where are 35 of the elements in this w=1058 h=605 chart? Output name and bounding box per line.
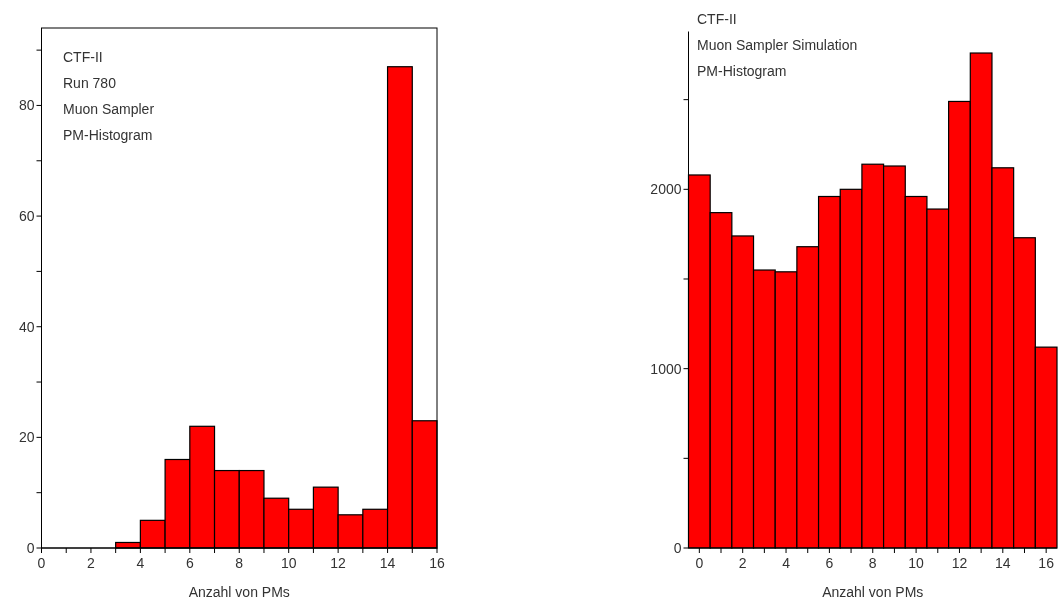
x-tick-label: 10: [280, 555, 297, 571]
y-tick-label: 1000: [650, 360, 682, 377]
x-tick-label: 10: [908, 555, 925, 571]
x-tick-label: 6: [185, 555, 194, 571]
y-tick-label: 2000: [650, 181, 682, 198]
x-tick-label: 16: [429, 555, 445, 571]
annotation: Run 780: [63, 75, 117, 91]
x-tick-label: 8: [868, 555, 877, 571]
x-tick-label: 12: [330, 555, 347, 571]
x-tick-label: 14: [995, 555, 1011, 571]
annotation: CTF-II: [63, 49, 103, 65]
text: CTF-II: [697, 11, 737, 27]
y-tick-label: 0: [26, 539, 35, 556]
x-axis-title: Anzahl von PMs: [188, 584, 290, 600]
x-axis-title: Anzahl von PMs: [822, 584, 924, 600]
x-tick-label: 8: [235, 555, 244, 571]
x-tick-label: 12: [951, 555, 968, 571]
annotation: Muon Sampler: [63, 101, 155, 117]
x-tick-label: 6: [825, 555, 834, 571]
x-tick-label: 4: [136, 555, 145, 571]
annotation: PM-Histogram: [63, 127, 153, 143]
x-tick-label: 16: [1038, 555, 1055, 571]
annotation: Muon Sampler Simulation: [697, 37, 858, 53]
y-tick-label: 80: [18, 97, 35, 114]
x-tick-label: 0: [37, 555, 46, 571]
x-tick-label: 2: [87, 555, 96, 571]
y-tick-label: 60: [18, 207, 35, 224]
x-tick-label: 14: [379, 555, 396, 571]
x-tick-label: 2: [738, 555, 747, 571]
x-tick-label: 0: [695, 555, 704, 571]
y-tick-label: 20: [18, 429, 35, 446]
x-tick-label: 4: [782, 555, 791, 571]
annotation: PM-Histogram: [697, 63, 787, 79]
y-tick-label: 40: [18, 318, 35, 335]
y-tick-label: 0: [673, 539, 682, 556]
